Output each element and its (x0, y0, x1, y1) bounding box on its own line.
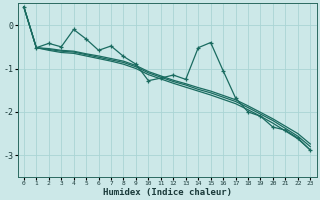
X-axis label: Humidex (Indice chaleur): Humidex (Indice chaleur) (103, 188, 232, 197)
